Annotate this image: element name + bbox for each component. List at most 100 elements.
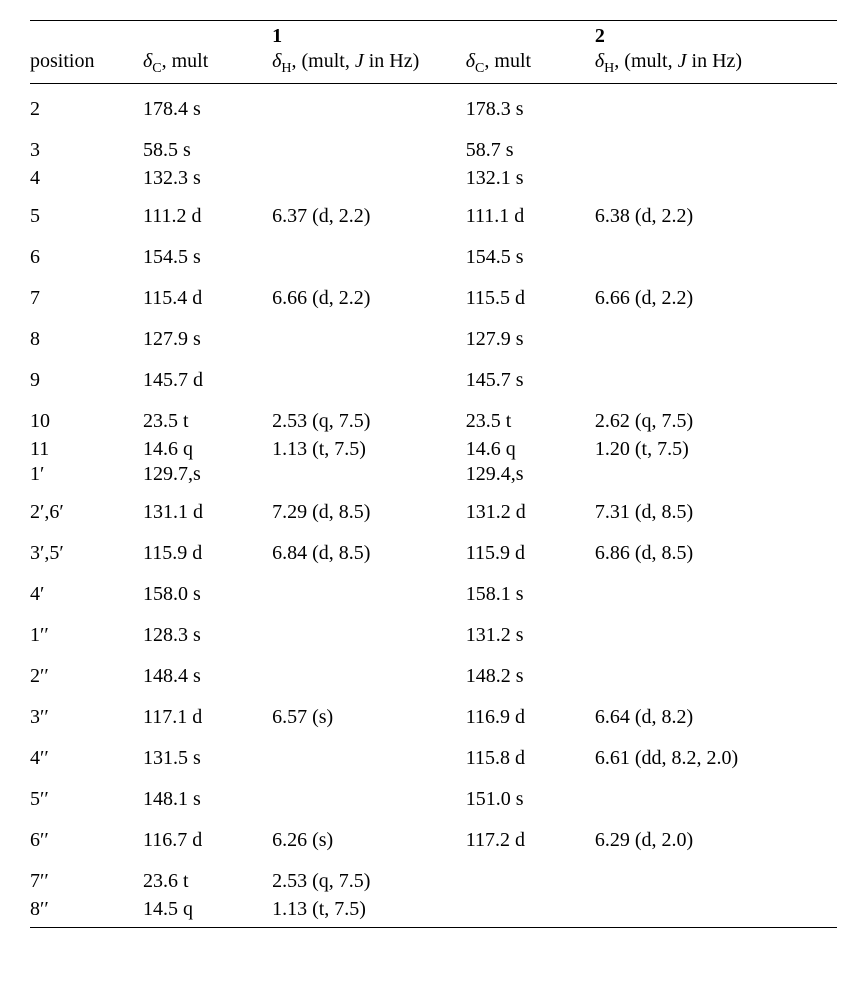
table-row: 8127.9 s127.9 s: [30, 314, 837, 355]
cell-delta-c-2: 127.9 s: [466, 314, 595, 355]
cell-delta-h-2: [595, 232, 837, 273]
cell-delta-h-2: [595, 166, 837, 191]
table-row: 5111.2 d6.37 (d, 2.2)111.1 d6.38 (d, 2.2…: [30, 191, 837, 232]
cell-delta-h-2: [595, 610, 837, 651]
table-row: 3′′117.1 d6.57 (s)116.9 d6.64 (d, 8.2): [30, 692, 837, 733]
cell-position: 11: [30, 437, 143, 462]
cell-delta-h-2: [595, 314, 837, 355]
cell-delta-c-2: 131.2 s: [466, 610, 595, 651]
col-header-delta-h-1: δH, (mult, J in Hz): [272, 48, 466, 84]
table-row: 7′′23.6 t2.53 (q, 7.5): [30, 856, 837, 897]
cell-position: 5: [30, 191, 143, 232]
cell-position: 6: [30, 232, 143, 273]
table-row: 1023.5 t2.53 (q, 7.5)23.5 t2.62 (q, 7.5): [30, 396, 837, 437]
cell-delta-c-1: 154.5 s: [143, 232, 272, 273]
cell-delta-c-1: 131.5 s: [143, 733, 272, 774]
cell-delta-h-1: [272, 125, 466, 166]
cell-delta-h-1: 7.29 (d, 8.5): [272, 487, 466, 528]
cell-position: 2′′: [30, 651, 143, 692]
cell-delta-c-1: 117.1 d: [143, 692, 272, 733]
cell-delta-h-2: [595, 897, 837, 928]
cell-delta-c-2: 148.2 s: [466, 651, 595, 692]
cell-position: 9: [30, 355, 143, 396]
cell-position: 3′,5′: [30, 528, 143, 569]
cell-position: 1′′: [30, 610, 143, 651]
cell-delta-c-2: 58.7 s: [466, 125, 595, 166]
cell-delta-h-1: [272, 651, 466, 692]
cell-position: 2: [30, 84, 143, 126]
cell-delta-c-2: 115.8 d: [466, 733, 595, 774]
cell-delta-h-2: 6.29 (d, 2.0): [595, 815, 837, 856]
cell-delta-c-1: 23.5 t: [143, 396, 272, 437]
cell-delta-c-1: 14.6 q: [143, 437, 272, 462]
cell-delta-c-1: 115.9 d: [143, 528, 272, 569]
cell-delta-c-2: 151.0 s: [466, 774, 595, 815]
col-header-delta-c-1: δC, mult: [143, 48, 272, 84]
cell-delta-h-2: [595, 462, 837, 487]
cell-delta-c-1: 148.1 s: [143, 774, 272, 815]
header-spacer: [466, 21, 595, 49]
table-row: 2178.4 s 178.3 s: [30, 84, 837, 126]
header-spacer: [30, 21, 143, 49]
cell-delta-h-1: 6.57 (s): [272, 692, 466, 733]
cell-delta-h-1: 6.26 (s): [272, 815, 466, 856]
cell-delta-h-1: [272, 232, 466, 273]
cell-delta-c-1: 148.4 s: [143, 651, 272, 692]
cell-delta-h-2: [595, 125, 837, 166]
cell-delta-c-1: 132.3 s: [143, 166, 272, 191]
cell-delta-h-2: [595, 355, 837, 396]
cell-delta-h-1: [272, 569, 466, 610]
table-row: 7115.4 d6.66 (d, 2.2)115.5 d6.66 (d, 2.2…: [30, 273, 837, 314]
table-row: 4132.3 s132.1 s: [30, 166, 837, 191]
col-header-position: position: [30, 48, 143, 84]
cell-delta-c-2: 145.7 s: [466, 355, 595, 396]
cell-delta-c-2: 178.3 s: [466, 84, 595, 126]
table-row: 1114.6 q1.13 (t, 7.5)14.6 q1.20 (t, 7.5): [30, 437, 837, 462]
cell-position: 5′′: [30, 774, 143, 815]
table-row: 3′,5′115.9 d6.84 (d, 8.5)115.9 d6.86 (d,…: [30, 528, 837, 569]
cell-delta-h-1: 6.37 (d, 2.2): [272, 191, 466, 232]
table-row: 4′′131.5 s115.8 d6.61 (dd, 8.2, 2.0): [30, 733, 837, 774]
cell-delta-h-1: [272, 610, 466, 651]
cell-delta-h-1: 6.84 (d, 8.5): [272, 528, 466, 569]
cell-delta-h-2: 2.62 (q, 7.5): [595, 396, 837, 437]
cell-position: 1′: [30, 462, 143, 487]
table-row: 4′158.0 s158.1 s: [30, 569, 837, 610]
cell-position: 7: [30, 273, 143, 314]
cell-delta-c-2: 129.4,s: [466, 462, 595, 487]
cell-delta-h-2: [595, 774, 837, 815]
cell-delta-c-1: 128.3 s: [143, 610, 272, 651]
cell-delta-h-1: [272, 166, 466, 191]
cell-position: 4: [30, 166, 143, 191]
cell-delta-h-1: [272, 84, 466, 126]
table-row: 8′′14.5 q1.13 (t, 7.5): [30, 897, 837, 928]
cell-delta-h-1: [272, 462, 466, 487]
cell-delta-c-1: 14.5 q: [143, 897, 272, 928]
group-header-compound-1: 1: [272, 21, 466, 49]
cell-position: 2′,6′: [30, 487, 143, 528]
cell-delta-h-2: 6.86 (d, 8.5): [595, 528, 837, 569]
cell-delta-c-2: 117.2 d: [466, 815, 595, 856]
cell-delta-c-1: 111.2 d: [143, 191, 272, 232]
cell-delta-h-2: [595, 84, 837, 126]
cell-delta-c-2: 154.5 s: [466, 232, 595, 273]
cell-delta-c-1: 131.1 d: [143, 487, 272, 528]
table-row: 1′′128.3 s 131.2 s: [30, 610, 837, 651]
table-row: 6154.5 s154.5 s: [30, 232, 837, 273]
cell-delta-c-2: 14.6 q: [466, 437, 595, 462]
cell-position: 4′: [30, 569, 143, 610]
table-row: 2′′148.4 s 148.2 s: [30, 651, 837, 692]
cell-delta-c-1: 129.7,s: [143, 462, 272, 487]
cell-delta-c-1: 116.7 d: [143, 815, 272, 856]
cell-position: 3′′: [30, 692, 143, 733]
cell-delta-h-2: [595, 569, 837, 610]
cell-delta-c-2: [466, 856, 595, 897]
cell-delta-h-2: [595, 651, 837, 692]
cell-delta-c-2: [466, 897, 595, 928]
cell-delta-h-2: 6.38 (d, 2.2): [595, 191, 837, 232]
cell-delta-h-1: 2.53 (q, 7.5): [272, 856, 466, 897]
cell-delta-h-1: 6.66 (d, 2.2): [272, 273, 466, 314]
table-row: 9145.7 d145.7 s: [30, 355, 837, 396]
cell-delta-c-1: 178.4 s: [143, 84, 272, 126]
cell-delta-h-1: [272, 355, 466, 396]
